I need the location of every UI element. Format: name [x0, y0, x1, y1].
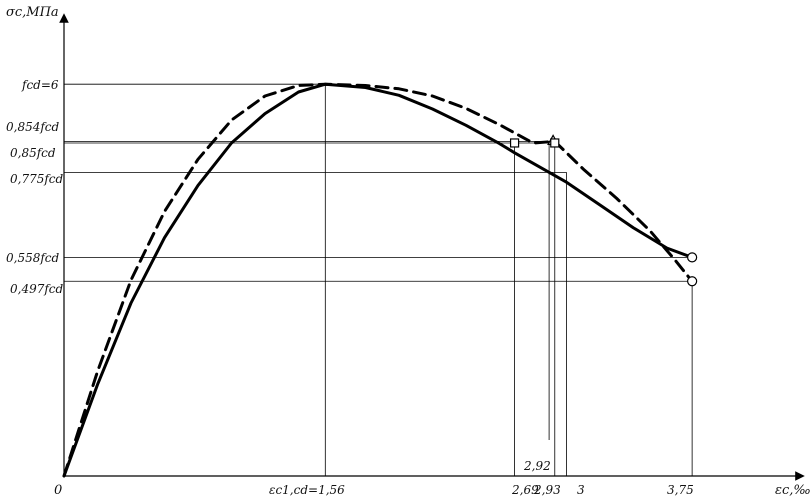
- x-tick-label: 2,93: [533, 483, 561, 497]
- square-marker: [509, 138, 520, 148]
- origin-label: 0: [54, 483, 62, 498]
- circle-marker: [687, 276, 698, 287]
- dashed-curve: [62, 82, 694, 478]
- y-tick-label: 0,775fcd: [10, 172, 64, 186]
- x-axis-label: εc,‰: [775, 483, 811, 498]
- labels: σc,МПа εc,‰ 0 fcd=6 0,854fcd 0,85fcd 0,775f…: [6, 5, 811, 498]
- y-tick-label: 0,854fcd: [6, 120, 60, 134]
- y-tick-label: 0,558fcd: [6, 251, 60, 265]
- curves: [62, 82, 694, 478]
- guide-lines: [64, 83, 693, 476]
- solid-curve: [62, 82, 694, 478]
- y-tick-label: 0,85fcd: [10, 146, 56, 160]
- circle-marker: [687, 252, 698, 263]
- x-tick-label: 3,75: [667, 483, 694, 497]
- y-axis-label: σc,МПа: [6, 5, 59, 20]
- y-tick-label: fcd=6: [21, 78, 59, 92]
- axes: [59, 13, 805, 481]
- x-tick-label: εc1,cd=1,56: [269, 483, 345, 497]
- markers: [509, 134, 698, 287]
- x-annotation-292: 2,92: [523, 459, 551, 473]
- x-tick-label: 3: [577, 483, 585, 497]
- y-tick-label: 0,497fcd: [10, 282, 64, 296]
- x-tick-label: 2,69: [511, 483, 539, 497]
- square-marker: [550, 138, 560, 148]
